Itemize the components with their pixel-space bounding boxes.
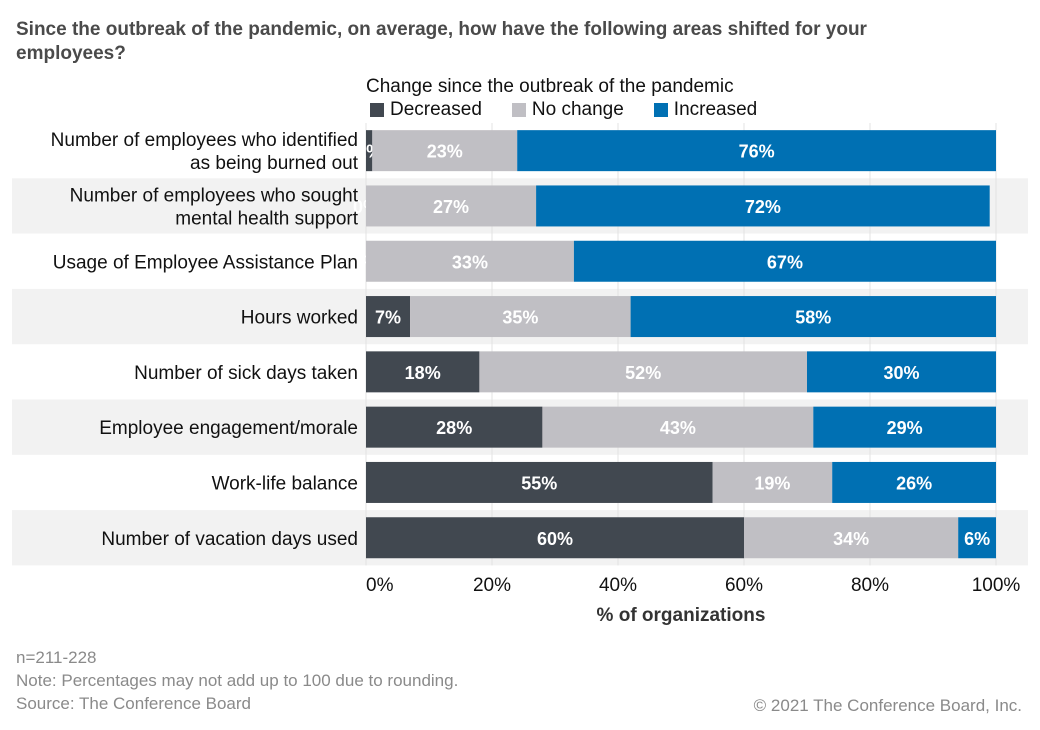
bar-segment-increased [813,406,996,448]
category-label-line: Number of employees who identified [51,130,358,151]
data-label: 28% [436,418,472,438]
x-axis-label: % of organizations [597,605,766,626]
data-label: 67% [767,252,803,272]
bar-segment-increased [536,185,990,227]
category-label-line: Usage of Employee Assistance Plan [53,252,358,273]
legend-label-decreased: Decreased [390,99,482,120]
bar-segment-no-change [542,406,814,448]
data-label: 7% [375,308,401,328]
bar-segment-increased [958,517,996,559]
chart-title: Since the outbreak of the pandemic, on a… [16,19,867,64]
bar-segment-decreased [366,351,480,393]
bar-segment-no-change [712,461,833,503]
bar-segment-decreased [366,461,713,503]
bar-segment-no-change [372,130,518,172]
data-label: 33% [452,252,488,272]
legend-swatch-no-change [511,103,526,117]
x-tick-label: 20% [473,575,511,596]
category-label-line: Hours worked [241,308,358,329]
legend-item-increased: Increased [653,99,758,121]
data-label: 76% [739,142,775,162]
x-tick-label: 60% [725,575,763,596]
bar-segment-decreased [366,406,543,448]
category-label-line: Number of employees who sought [70,185,359,206]
bar-segment-no-change [744,517,959,559]
legend-item-decreased: Decreased [370,99,482,121]
bar-segment-increased [517,130,996,172]
bar-segment-increased [573,240,996,282]
data-label: 72% [745,197,781,217]
data-label: 27% [433,197,469,217]
data-label: 55% [521,473,557,493]
legend-label-increased: Increased [673,99,758,120]
category-label: Hours worked [241,308,358,329]
data-label: 6% [964,529,990,549]
x-tick-label: 100% [972,575,1021,596]
rounding-note: Note: Percentages may not add up to 100 … [16,671,459,690]
category-label: Number of sick days taken [134,363,358,384]
legend: Decreased No change Increased [370,99,787,121]
category-label: Number of vacation days used [101,529,358,550]
data-label: 52% [625,363,661,383]
category-label-line: as being burned out [190,153,359,174]
data-label: 43% [660,418,696,438]
category-label-line: Work-life balance [212,473,358,494]
bar-segment-increased [807,351,996,393]
bar-segment-decreased [366,296,411,338]
x-tick-label: 40% [599,575,637,596]
x-tick-label: 80% [851,575,889,596]
legend-label-no-change: No change [531,99,624,120]
data-label: 29% [887,418,923,438]
data-label: 34% [833,529,869,549]
data-label: 18% [405,363,441,383]
data-label: 58% [795,308,831,328]
bar-segment-no-change [366,240,574,282]
bar-segment-decreased [366,517,744,559]
category-label-line: Number of vacation days used [101,529,358,550]
data-label: 30% [883,363,919,383]
category-label-line: Employee engagement/morale [99,418,358,439]
chart-notes: n=211-228 Note: Percentages may not add … [16,646,458,715]
category-label: Employee engagement/morale [99,418,358,439]
data-label: 19% [754,473,790,493]
x-tick-label: 0% [366,575,394,596]
stacked-bar-chart: 1% 23% 76%Number of employees who identifi… [12,123,1028,626]
category-label: Number of employees who sought mental hea… [70,185,359,229]
bar-segment-no-change [366,185,537,227]
legend-title: Change since the outbreak of the pandemi… [366,76,734,97]
category-label: Work-life balance [212,473,358,494]
data-label: 26% [896,473,932,493]
bar-segment-decreased [366,130,373,172]
sample-size: n=211-228 [16,648,97,667]
category-label-line: mental health support [175,208,358,229]
category-label: Number of employees who identified as bei… [51,130,359,174]
source-note: Source: The Conference Board [16,694,251,713]
data-label: 23% [427,142,463,162]
bar-segment-increased [630,296,996,338]
data-label: 35% [502,308,538,328]
bar-segment-no-change [410,296,631,338]
data-label: 60% [537,529,573,549]
legend-item-no-change: No change [511,99,624,121]
legend-swatch-decreased [370,103,384,117]
legend-swatch-increased [653,103,668,117]
copyright: © 2021 The Conference Board, Inc. [753,696,1022,715]
bar-segment-no-change [479,351,807,393]
category-label-line: Number of sick days taken [134,363,358,384]
bar-segment-increased [832,461,996,503]
category-label: Usage of Employee Assistance Plan [53,252,358,273]
